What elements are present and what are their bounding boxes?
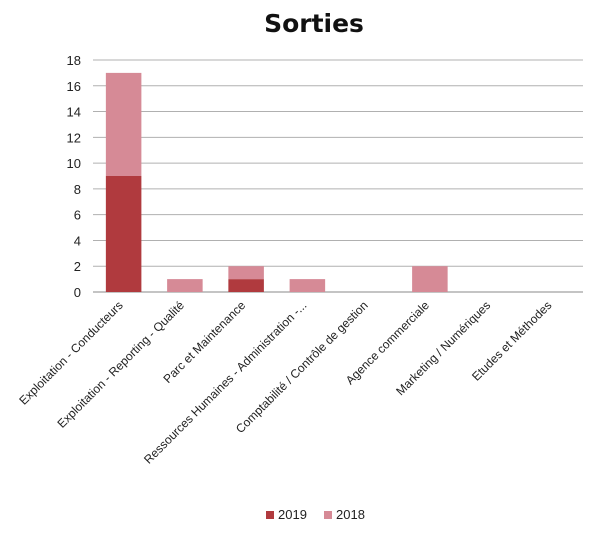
legend-swatch-2018 bbox=[324, 511, 332, 519]
y-tick-label: 18 bbox=[67, 53, 81, 68]
bar-2018-0 bbox=[105, 72, 142, 176]
chart-title: Sorties bbox=[264, 9, 364, 38]
bar-2018-3 bbox=[289, 279, 326, 292]
bar-2019-2 bbox=[228, 279, 264, 292]
x-tick-label: Comptabilité / Contrôle de gestion bbox=[233, 298, 371, 436]
y-tick-label: 4 bbox=[74, 233, 81, 248]
y-axis-ticks: 0 2 4 6 8 10 12 14 16 18 bbox=[67, 53, 81, 300]
x-tick-label: Exploitation - Conducteurs bbox=[16, 298, 125, 407]
legend-label: 2019 bbox=[278, 507, 307, 522]
y-tick-label: 14 bbox=[67, 105, 81, 120]
x-tick-label: Exploitation - Reporting - Qualité bbox=[54, 298, 187, 431]
y-tick-label: 12 bbox=[67, 130, 81, 145]
bar-2018-1 bbox=[167, 279, 203, 292]
legend: 2019 2018 bbox=[266, 507, 365, 522]
bars bbox=[105, 72, 448, 292]
bar-2018-5 bbox=[412, 266, 448, 292]
y-tick-label: 8 bbox=[74, 182, 81, 197]
legend-swatch-2019 bbox=[266, 511, 274, 519]
y-tick-label: 10 bbox=[67, 156, 81, 171]
bar-2019-0 bbox=[105, 176, 142, 292]
y-tick-label: 16 bbox=[67, 79, 81, 94]
y-tick-label: 6 bbox=[74, 208, 81, 223]
y-tick-label: 0 bbox=[74, 285, 81, 300]
bar-2018-2 bbox=[228, 266, 264, 280]
gridlines bbox=[93, 59, 583, 293]
y-tick-label: 2 bbox=[74, 259, 81, 274]
legend-label: 2018 bbox=[336, 507, 365, 522]
